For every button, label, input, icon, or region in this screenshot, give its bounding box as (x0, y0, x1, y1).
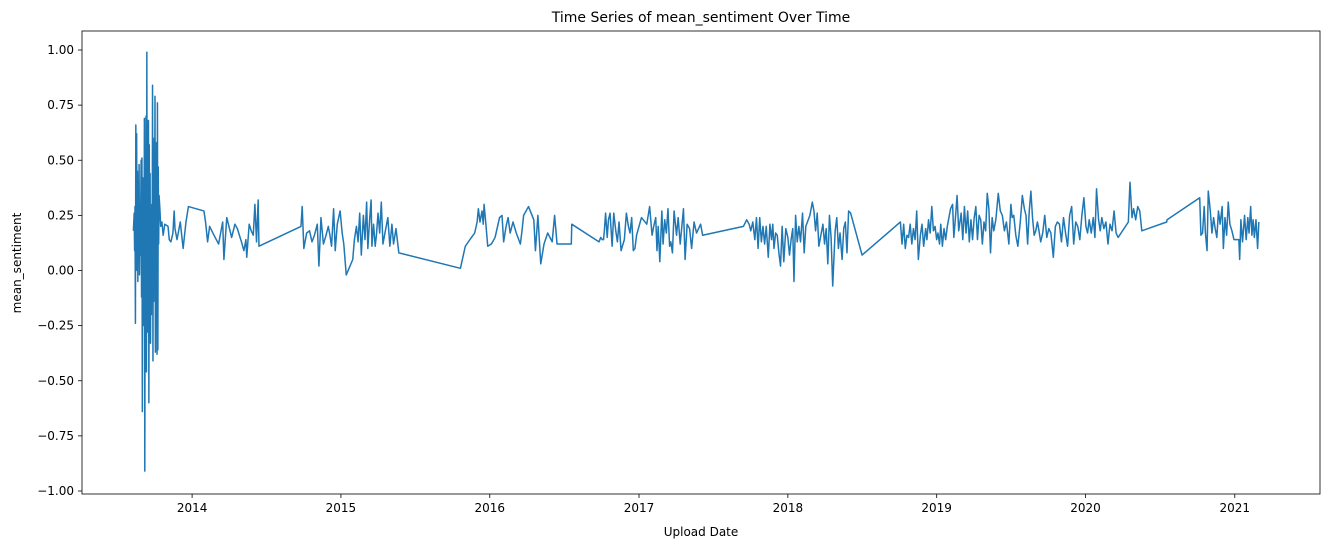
y-tick-label: 0.50 (47, 153, 74, 167)
y-tick-label: −1.00 (37, 484, 74, 498)
y-tick-label: −0.75 (37, 429, 74, 443)
plot-area-frame (81, 30, 1321, 495)
x-tick-label: 2016 (474, 501, 505, 515)
x-axis: 2014 2015 2016 2017 2018 2019 2020 2021 (177, 494, 1250, 515)
y-tick-label: 0.00 (47, 264, 74, 278)
series-line-mean-sentiment (132, 51, 1260, 472)
x-tick-label: 2014 (177, 501, 208, 515)
y-axis: −1.00 −0.75 −0.50 −0.25 0.00 0.25 0.50 0.75 1.00 (37, 43, 82, 498)
y-axis-label: mean_sentiment (10, 212, 24, 313)
y-tick-label: −0.25 (37, 319, 74, 333)
x-tick-label: 2018 (773, 501, 804, 515)
y-tick-label: 0.75 (47, 98, 74, 112)
x-tick-label: 2015 (326, 501, 357, 515)
x-tick-label: 2019 (921, 501, 952, 515)
x-tick-label: 2017 (624, 501, 655, 515)
x-tick-label: 2020 (1070, 501, 1101, 515)
y-tick-label: −0.50 (37, 374, 74, 388)
x-tick-label: 2021 (1220, 501, 1251, 515)
chart-title: Time Series of mean_sentiment Over Time (551, 10, 850, 26)
y-tick-label: 0.25 (47, 208, 74, 222)
y-tick-label: 1.00 (47, 43, 74, 57)
x-axis-label: Upload Date (664, 525, 739, 539)
